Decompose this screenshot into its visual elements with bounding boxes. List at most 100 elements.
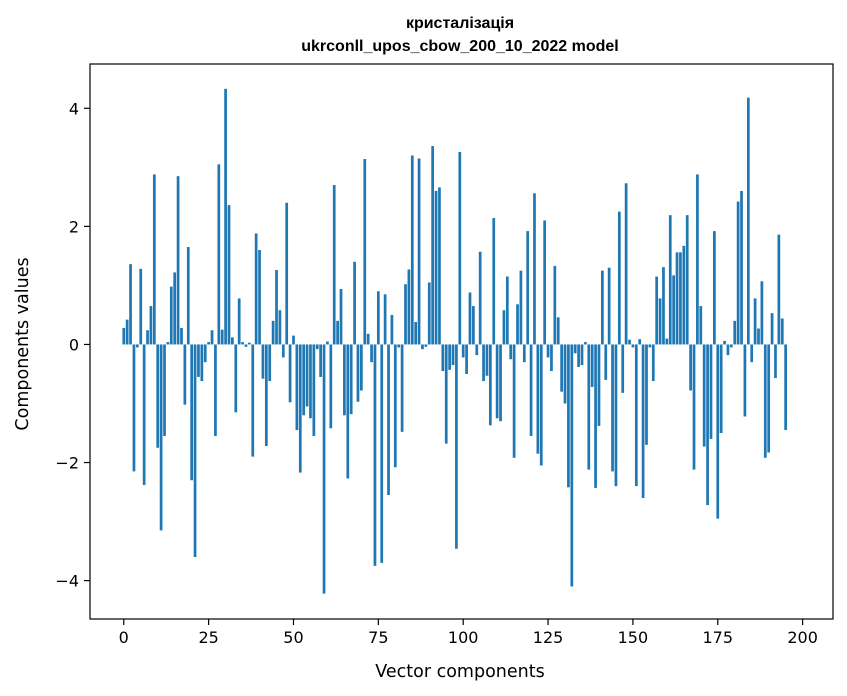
bar xyxy=(597,344,601,426)
bar xyxy=(152,174,156,345)
bar xyxy=(651,344,655,382)
x-axis-ticks: 0 25 50 75 100 125 150 175 200 xyxy=(119,619,818,647)
x-tick-label: 125 xyxy=(533,628,564,647)
bar xyxy=(617,211,621,345)
bar xyxy=(774,344,777,379)
x-tick-label: 25 xyxy=(198,628,218,647)
bar xyxy=(302,344,306,416)
bar xyxy=(614,344,618,487)
bar xyxy=(458,151,462,345)
bar xyxy=(451,344,455,366)
bar xyxy=(180,327,183,345)
bar xyxy=(227,205,231,345)
bar xyxy=(438,187,441,345)
bar xyxy=(546,344,550,358)
bar xyxy=(376,291,380,345)
bar xyxy=(288,344,292,403)
bar xyxy=(777,234,781,345)
x-tick-label: 200 xyxy=(787,628,818,647)
bar xyxy=(251,344,255,457)
bar xyxy=(197,344,200,377)
bar xyxy=(577,344,580,367)
bar xyxy=(390,314,394,345)
bar xyxy=(509,344,513,360)
bar xyxy=(757,328,760,345)
bar xyxy=(434,190,438,345)
bar xyxy=(648,344,652,348)
bar xyxy=(784,344,788,431)
bar xyxy=(444,344,448,444)
bar xyxy=(149,306,153,345)
bar xyxy=(258,249,261,345)
bar xyxy=(448,344,451,370)
bar xyxy=(264,344,268,446)
x-tick-label: 175 xyxy=(702,628,733,647)
bar xyxy=(207,342,210,345)
bar xyxy=(234,344,238,413)
bar xyxy=(407,269,411,345)
bar xyxy=(567,344,570,488)
bar xyxy=(485,344,489,376)
bar xyxy=(492,218,496,345)
bar xyxy=(431,146,435,345)
bar xyxy=(129,264,132,345)
bar xyxy=(186,247,190,345)
bar xyxy=(414,322,418,345)
bar xyxy=(543,220,547,345)
bar xyxy=(427,282,431,345)
plot-frame xyxy=(89,63,834,620)
bar xyxy=(261,344,265,379)
bar xyxy=(478,251,482,345)
bar xyxy=(750,344,754,363)
bar xyxy=(241,342,244,345)
bar xyxy=(753,298,757,345)
y-tick-label: −2 xyxy=(55,454,79,473)
bar xyxy=(495,344,499,419)
bar xyxy=(699,306,703,345)
bar xyxy=(387,344,390,496)
bar xyxy=(763,344,767,458)
bar xyxy=(573,344,577,354)
bar xyxy=(156,344,160,448)
bar xyxy=(665,338,669,345)
bar xyxy=(268,344,272,382)
bar xyxy=(702,344,706,447)
bar xyxy=(499,344,502,422)
bar xyxy=(190,344,194,481)
y-tick-label: 2 xyxy=(69,217,79,236)
bar xyxy=(339,288,343,345)
bar xyxy=(553,265,557,345)
bar xyxy=(539,344,543,466)
x-tick-label: 75 xyxy=(368,628,388,647)
bar xyxy=(424,344,428,347)
y-axis-ticks: −4 −2 0 2 4 xyxy=(55,99,90,591)
bar xyxy=(706,344,709,506)
bar xyxy=(166,342,170,345)
bar xyxy=(281,344,285,358)
bar xyxy=(295,344,299,431)
bar xyxy=(682,245,686,345)
bar xyxy=(668,215,672,345)
bar xyxy=(641,344,645,498)
bar xyxy=(529,344,533,436)
bar xyxy=(465,344,468,374)
bar xyxy=(560,344,563,392)
bar xyxy=(634,344,638,487)
bar xyxy=(305,344,309,407)
bar xyxy=(475,344,479,356)
bar xyxy=(522,344,526,363)
bar xyxy=(723,340,726,345)
bar xyxy=(638,339,642,345)
x-tick-label: 50 xyxy=(283,628,303,647)
bar xyxy=(685,215,689,345)
bar xyxy=(461,344,465,358)
bar xyxy=(125,319,129,345)
bar xyxy=(360,344,363,391)
bar xyxy=(356,344,360,402)
bar xyxy=(628,339,631,345)
bar xyxy=(726,344,730,356)
bar xyxy=(580,344,584,366)
bar xyxy=(370,344,373,363)
bar xyxy=(472,306,475,345)
